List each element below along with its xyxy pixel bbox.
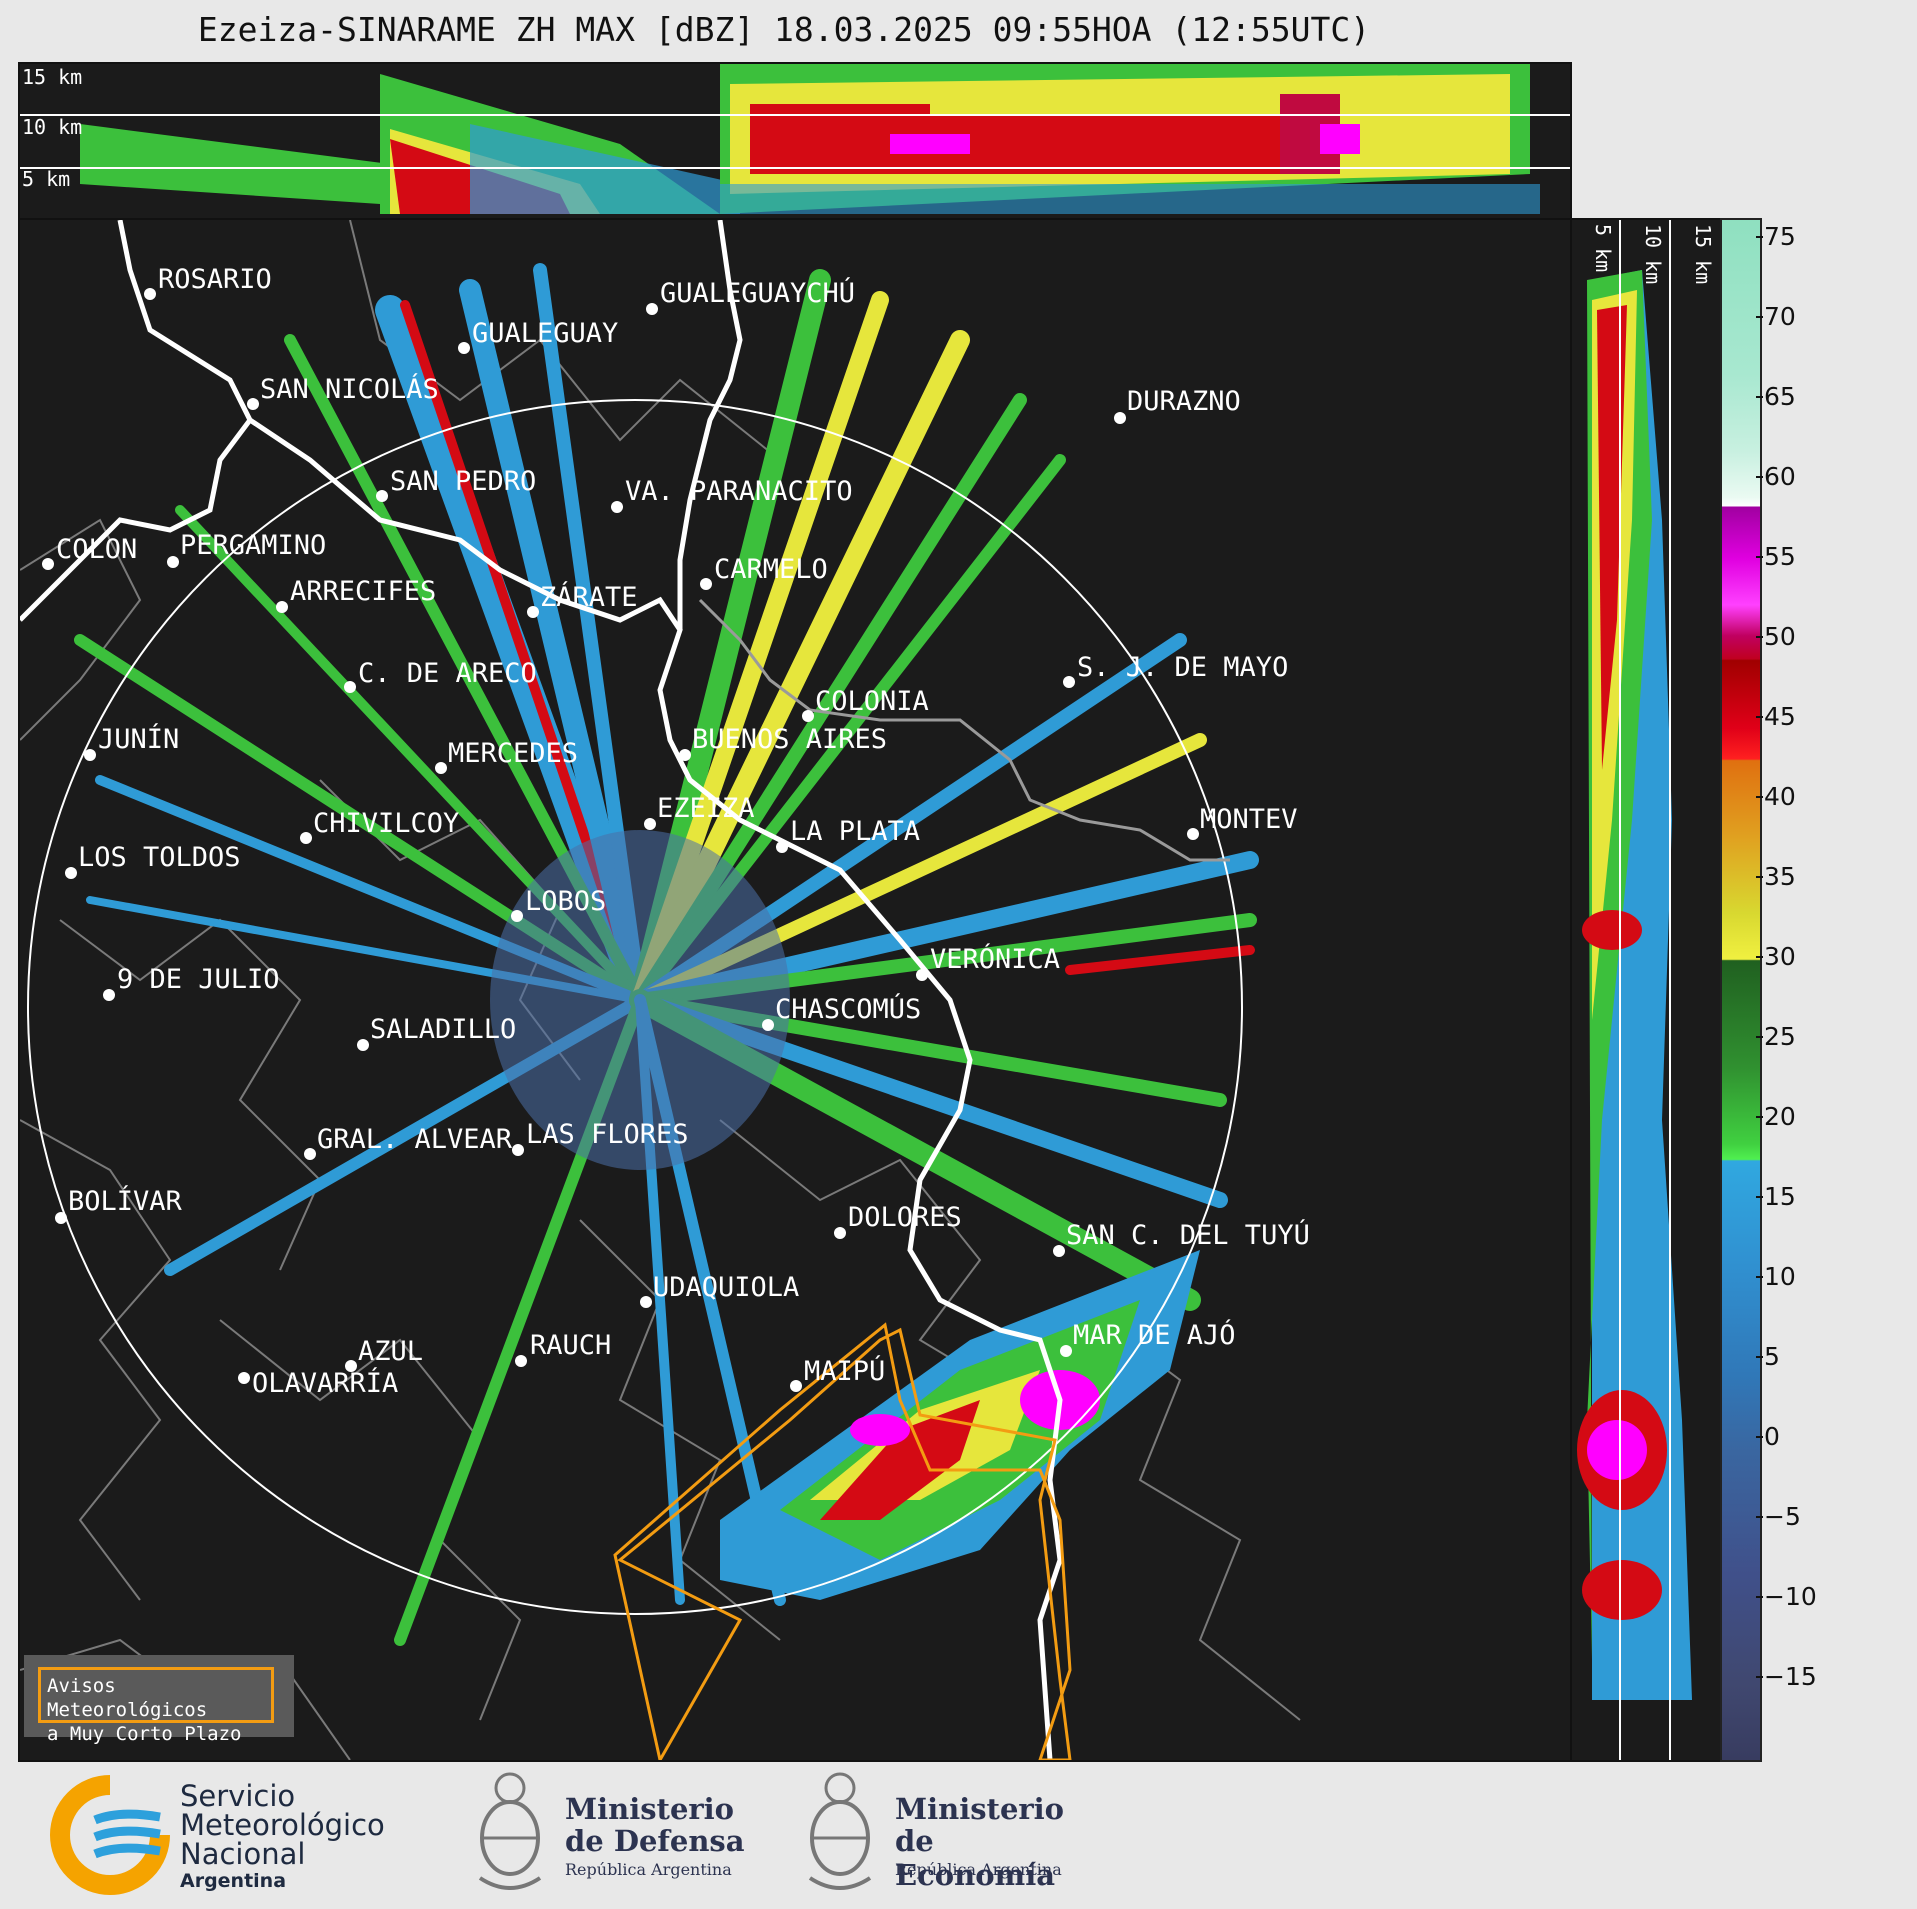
warning-polygon (613, 1322, 1072, 1760)
city-label: SAN PEDRO (390, 466, 536, 497)
city-label: 9 DE JULIO (117, 964, 280, 995)
colorbar-tick: −5 (1756, 1502, 1801, 1531)
city-label: ROSARIO (158, 264, 272, 295)
warnings-legend: Avisos Meteorológicos a Muy Corto Plazo (24, 1655, 294, 1745)
coat-of-arms-icon (478, 1772, 542, 1890)
city-label: EZEIZA (657, 793, 755, 824)
smn-line2: Meteorológico (180, 1808, 385, 1842)
city-label: VA. PARANACITO (625, 476, 853, 507)
colorbar-tick: 15 (1756, 1182, 1796, 1211)
city-label: ARRECIFES (290, 576, 436, 607)
city-label: PERGAMINO (180, 530, 326, 561)
city-markers (42, 288, 1199, 1392)
city-label: CARMELO (714, 554, 828, 585)
city-label: LA PLATA (790, 816, 920, 847)
city-label: MERCEDES (448, 738, 578, 769)
reflectivity-colorbar (1720, 218, 1762, 1762)
city-label: COLONIA (815, 686, 929, 717)
height-label-10km: 10 km (1641, 224, 1665, 284)
city-label: GUALEGUAYCHÚ (660, 277, 855, 309)
colorbar-tick: 25 (1756, 1022, 1796, 1051)
city-labels: ROSARIO GUALEGUAYCHÚ GUALEGUAY SAN NICOL… (56, 264, 1310, 1399)
city-label: MAIPÚ (804, 1355, 885, 1387)
economia-line3: República Argentina (895, 1860, 1062, 1879)
colorbar-tick: 50 (1756, 622, 1796, 651)
city-label: S. J. DE MAYO (1077, 652, 1288, 683)
radar-echoes (74, 263, 1259, 1646)
colorbar-tick: −15 (1756, 1662, 1817, 1691)
city-label: CHASCOMÚS (775, 993, 921, 1025)
legend-line-1: Avisos Meteorológicos (47, 1675, 208, 1721)
city-label: SALADILLO (370, 1014, 516, 1045)
economia-logo: Ministerio de Economía República Argenti… (800, 1762, 1100, 1902)
colorbar-tick: 35 (1756, 862, 1796, 891)
coat-of-arms-icon (808, 1772, 872, 1890)
height-label-15km: 15 km (22, 65, 82, 89)
coastline (20, 220, 1063, 1760)
colorbar-tick: 55 (1756, 542, 1796, 571)
city-label: SAN C. DEL TUYÚ (1066, 1219, 1310, 1251)
city-label: VERÓNICA (930, 943, 1060, 975)
colorbar-tick: 10 (1756, 1262, 1796, 1291)
smn-line1: Servicio (180, 1779, 296, 1813)
radar-map-panel: ROSARIO GUALEGUAYCHÚ GUALEGUAY SAN NICOL… (18, 218, 1572, 1762)
defensa-logo: Ministerio de Defensa República Argentin… (470, 1762, 770, 1902)
city-label: AZUL (358, 1336, 423, 1367)
city-label: MAR DE AJÓ (1073, 1319, 1236, 1351)
smn-line3: Nacional (180, 1837, 306, 1871)
side-cross-section-panel: 5 km 10 km 15 km (1570, 218, 1724, 1762)
city-label: BOLÍVAR (68, 1185, 183, 1217)
colorbar-tick: 65 (1756, 382, 1796, 411)
colorbar-tick: 45 (1756, 702, 1796, 731)
smn-icon (50, 1775, 170, 1895)
colorbar-tick: 75 (1756, 222, 1796, 251)
city-label: DOLORES (848, 1202, 962, 1233)
height-label-10km: 10 km (22, 115, 82, 139)
city-label: UDAQUIOLA (653, 1272, 799, 1303)
colorbar-tick: 20 (1756, 1102, 1796, 1131)
city-label: C. DE ARECO (358, 658, 537, 689)
city-label: COLON (56, 534, 137, 565)
legend-line-2: a Muy Corto Plazo (47, 1723, 242, 1745)
defensa-line3: República Argentina (565, 1860, 732, 1879)
colorbar-tick: 40 (1756, 782, 1796, 811)
city-label: CHIVILCOY (313, 808, 459, 839)
chart-title: Ezeiza-SINARAME ZH MAX [dBZ] 18.03.2025 … (197, 10, 1371, 49)
defensa-line1: Ministerio (565, 1792, 735, 1826)
economia-line1: Ministerio (895, 1792, 1065, 1826)
colorbar-tick: 70 (1756, 302, 1796, 331)
smn-logo: Servicio Meteorológico Nacional Argentin… (50, 1775, 385, 1899)
city-label: ZÁRATE (540, 581, 638, 613)
city-label: OLAVARRÍA (252, 1367, 398, 1399)
city-label: LOBOS (525, 886, 606, 917)
height-label-5km: 5 km (22, 167, 70, 191)
city-label: GRAL. ALVEAR (317, 1124, 513, 1155)
city-label: GUALEGUAY (472, 318, 618, 349)
city-label: BUENOS AIRES (692, 724, 887, 755)
height-label-5km: 5 km (1591, 224, 1615, 272)
city-label: LOS TOLDOS (78, 842, 241, 873)
height-label-15km: 15 km (1691, 224, 1715, 284)
city-label: MONTEV (1200, 804, 1298, 835)
range-ring (27, 399, 1243, 1615)
colorbar-tick: 30 (1756, 942, 1796, 971)
side-cross-section-echoes (1577, 270, 1692, 1700)
uruguay-coast (698, 598, 1230, 862)
colorbar-tick: −10 (1756, 1582, 1817, 1611)
economia-line2: de Economía (895, 1824, 1056, 1892)
city-label: DURAZNO (1127, 386, 1241, 417)
city-label: SAN NICOLÁS (260, 373, 439, 405)
city-label: RAUCH (530, 1330, 611, 1361)
smn-line4: Argentina (180, 1870, 287, 1892)
defensa-line2: de Defensa (565, 1824, 745, 1858)
top-cross-section-echoes (80, 64, 1540, 214)
top-cross-section-panel: 15 km 10 km 5 km (18, 62, 1572, 221)
colorbar-tick: 5 (1756, 1342, 1780, 1371)
colorbar-tick: 0 (1756, 1422, 1780, 1451)
colorbar-tick: 60 (1756, 462, 1796, 491)
city-label: LAS FLORES (526, 1119, 689, 1150)
city-label: JUNÍN (98, 723, 179, 755)
